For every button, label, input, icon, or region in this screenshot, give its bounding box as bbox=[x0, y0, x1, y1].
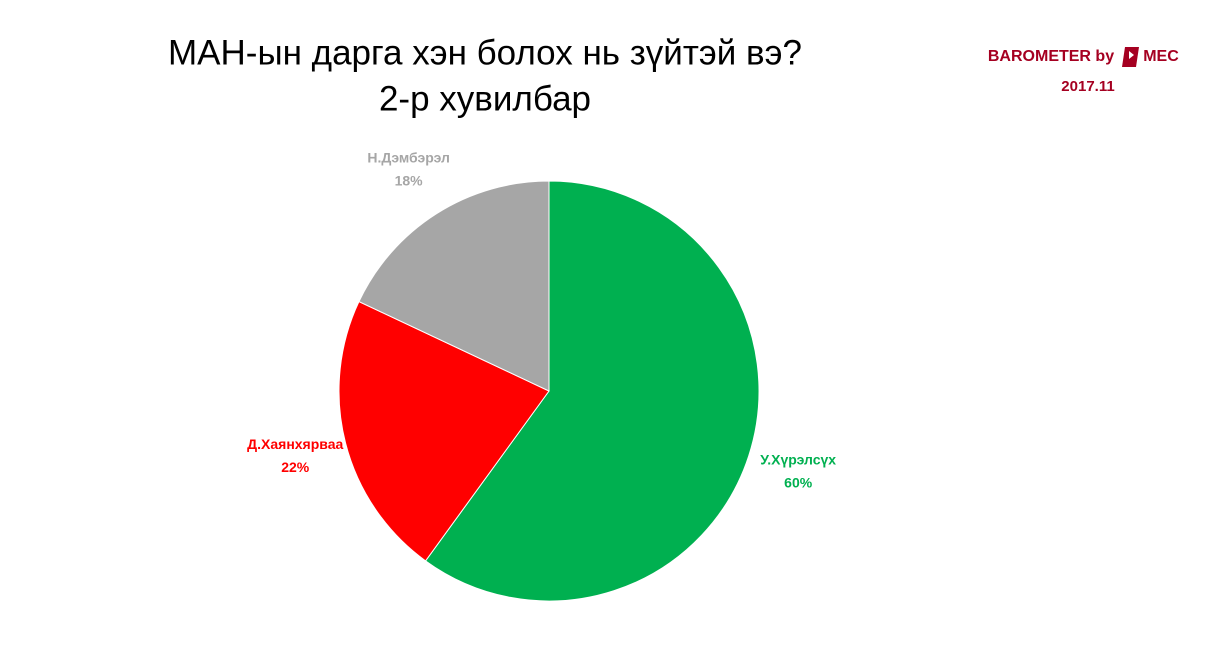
brand-logo: MEC bbox=[1143, 48, 1179, 65]
slice-label: Н.Дэмбэрэл bbox=[367, 149, 450, 165]
slice-label: У.Хүрэлсүх bbox=[760, 452, 836, 468]
brand-logo-icon bbox=[1122, 47, 1139, 67]
report-date: 2017.11 bbox=[1061, 78, 1114, 95]
value-label: 60% bbox=[784, 475, 813, 491]
value-label: 18% bbox=[395, 172, 424, 188]
pie-slice bbox=[424, 180, 760, 602]
brand: BAROMETER by bbox=[988, 48, 1114, 65]
pie-slice bbox=[358, 180, 550, 392]
slice-label: Д.Хаянхярваа bbox=[247, 436, 343, 452]
value-label: 22% bbox=[281, 459, 310, 475]
chart-title: МАН-ын дарга хэн болох нь зүйтэй вэ? bbox=[168, 33, 802, 72]
chart-subtitle: 2-р хувилбар bbox=[379, 79, 591, 118]
